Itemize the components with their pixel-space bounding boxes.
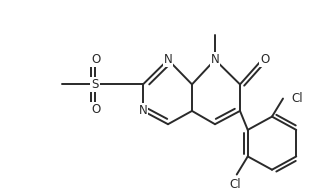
Text: O: O [92,103,100,116]
Text: O: O [260,53,270,66]
Text: N: N [164,53,172,66]
Text: S: S [91,78,99,91]
Text: N: N [211,53,220,66]
Text: O: O [92,53,100,66]
Text: Cl: Cl [229,178,241,191]
Text: Cl: Cl [291,92,303,105]
Text: N: N [139,104,148,118]
